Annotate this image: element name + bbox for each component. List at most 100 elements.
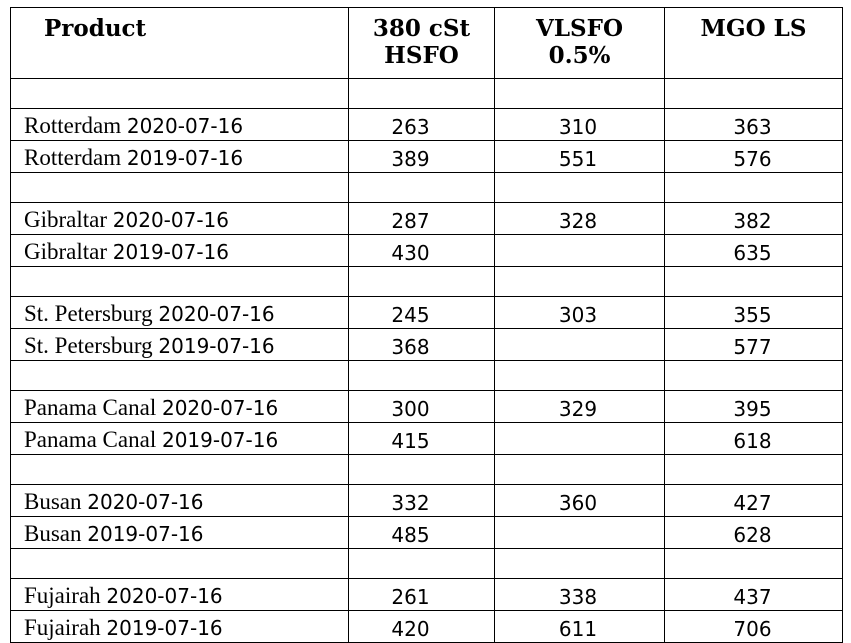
empty-cell (494, 360, 665, 391)
hsfo-price: 420 (348, 610, 495, 643)
empty-cell (10, 78, 349, 109)
header-hsfo: 380 cSt HSFO (348, 7, 495, 79)
port-name: Fujairah (24, 583, 101, 608)
mgo-price: 363 (664, 108, 843, 141)
port-date-cell: Gibraltar 2019-07-16 (10, 234, 349, 267)
spacer-row (10, 172, 843, 203)
vlsfo-price: 303 (494, 296, 665, 329)
bunker-price-table: Product 380 cSt HSFO VLSFO 0.5% MGO LS R… (10, 7, 843, 643)
table-row: Busan 2020-07-16 332 360 427 (10, 484, 843, 517)
vlsfo-price: 338 (494, 578, 665, 611)
table-row: St. Petersburg 2020-07-16 245 303 355 (10, 296, 843, 329)
port-name: Gibraltar (24, 239, 108, 264)
mgo-price: 706 (664, 610, 843, 643)
header-row: Product 380 cSt HSFO VLSFO 0.5% MGO LS (10, 7, 843, 79)
port-date-cell: Fujairah 2019-07-16 (10, 610, 349, 643)
hsfo-price: 287 (348, 202, 495, 235)
port-date-cell: St. Petersburg 2019-07-16 (10, 328, 349, 361)
mgo-price: 395 (664, 390, 843, 423)
table-row: Fujairah 2019-07-16 420 611 706 (10, 610, 843, 643)
empty-cell (10, 548, 349, 579)
price-date: 2020-07-16 (106, 584, 223, 608)
vlsfo-price: 328 (494, 202, 665, 235)
port-date-cell: St. Petersburg 2020-07-16 (10, 296, 349, 329)
table-row: Rotterdam 2020-07-16 263 310 363 (10, 108, 843, 141)
spacer-row (10, 360, 843, 391)
mgo-price: 628 (664, 516, 843, 549)
vlsfo-price: 611 (494, 610, 665, 643)
empty-cell (664, 172, 843, 203)
price-date: 2019-07-16 (161, 428, 279, 452)
empty-cell (664, 266, 843, 297)
empty-cell (348, 172, 495, 203)
price-date: 2019-07-16 (158, 334, 275, 358)
empty-cell (664, 360, 843, 391)
table-row: Busan 2019-07-16 485 628 (10, 516, 843, 549)
port-date-cell: Busan 2019-07-16 (10, 516, 349, 549)
header-vlsfo-line1: VLSFO (536, 15, 623, 42)
port-name: St. Petersburg (24, 301, 153, 326)
vlsfo-price (494, 516, 665, 549)
vlsfo-price (494, 234, 665, 267)
port-name: Busan (24, 521, 82, 546)
hsfo-price: 389 (348, 140, 495, 173)
spacer-row (10, 78, 843, 109)
port-name: Fujairah (24, 615, 101, 640)
table-row: Fujairah 2020-07-16 261 338 437 (10, 578, 843, 611)
table-row: Panama Canal 2019-07-16 415 618 (10, 422, 843, 455)
port-date-cell: Rotterdam 2019-07-16 (10, 140, 349, 173)
hsfo-price: 263 (348, 108, 495, 141)
port-date-cell: Panama Canal 2019-07-16 (10, 422, 349, 455)
port-date-cell: Rotterdam 2020-07-16 (10, 108, 349, 141)
hsfo-price: 485 (348, 516, 495, 549)
price-date: 2019-07-16 (106, 616, 223, 640)
empty-cell (348, 454, 495, 485)
vlsfo-price (494, 422, 665, 455)
vlsfo-price: 551 (494, 140, 665, 173)
mgo-price: 427 (664, 484, 843, 517)
mgo-price: 355 (664, 296, 843, 329)
spacer-row (10, 548, 843, 579)
port-name: Rotterdam (24, 145, 122, 170)
mgo-price: 576 (664, 140, 843, 173)
hsfo-price: 430 (348, 234, 495, 267)
port-date-cell: Fujairah 2020-07-16 (10, 578, 349, 611)
price-date: 2019-07-16 (87, 522, 204, 546)
empty-cell (494, 454, 665, 485)
empty-cell (348, 548, 495, 579)
vlsfo-price: 329 (494, 390, 665, 423)
table-body: Product 380 cSt HSFO VLSFO 0.5% MGO LS R… (10, 7, 843, 643)
empty-cell (348, 266, 495, 297)
port-name: Gibraltar (24, 207, 108, 232)
price-date: 2020-07-16 (161, 396, 279, 420)
price-date: 2020-07-16 (126, 114, 244, 138)
empty-cell (494, 266, 665, 297)
port-name: Rotterdam (24, 113, 122, 138)
table-row: Panama Canal 2020-07-16 300 329 395 (10, 390, 843, 423)
mgo-price: 437 (664, 578, 843, 611)
hsfo-price: 300 (348, 390, 495, 423)
vlsfo-price: 310 (494, 108, 665, 141)
port-name: St. Petersburg (24, 333, 153, 358)
empty-cell (494, 548, 665, 579)
vlsfo-price (494, 328, 665, 361)
hsfo-price: 332 (348, 484, 495, 517)
port-date-cell: Gibraltar 2020-07-16 (10, 202, 349, 235)
header-hsfo-line1: 380 cSt (372, 15, 471, 42)
empty-cell (664, 454, 843, 485)
mgo-price: 382 (664, 202, 843, 235)
spacer-row (10, 454, 843, 485)
mgo-price: 635 (664, 234, 843, 267)
port-name: Busan (24, 489, 82, 514)
empty-cell (10, 454, 349, 485)
price-date: 2019-07-16 (112, 240, 229, 264)
mgo-price: 618 (664, 422, 843, 455)
port-name: Panama Canal (24, 427, 157, 452)
empty-cell (10, 360, 349, 391)
empty-cell (494, 78, 665, 109)
price-date: 2020-07-16 (158, 302, 275, 326)
hsfo-price: 245 (348, 296, 495, 329)
price-date: 2019-07-16 (126, 146, 244, 170)
price-date: 2020-07-16 (112, 208, 229, 232)
empty-cell (348, 360, 495, 391)
